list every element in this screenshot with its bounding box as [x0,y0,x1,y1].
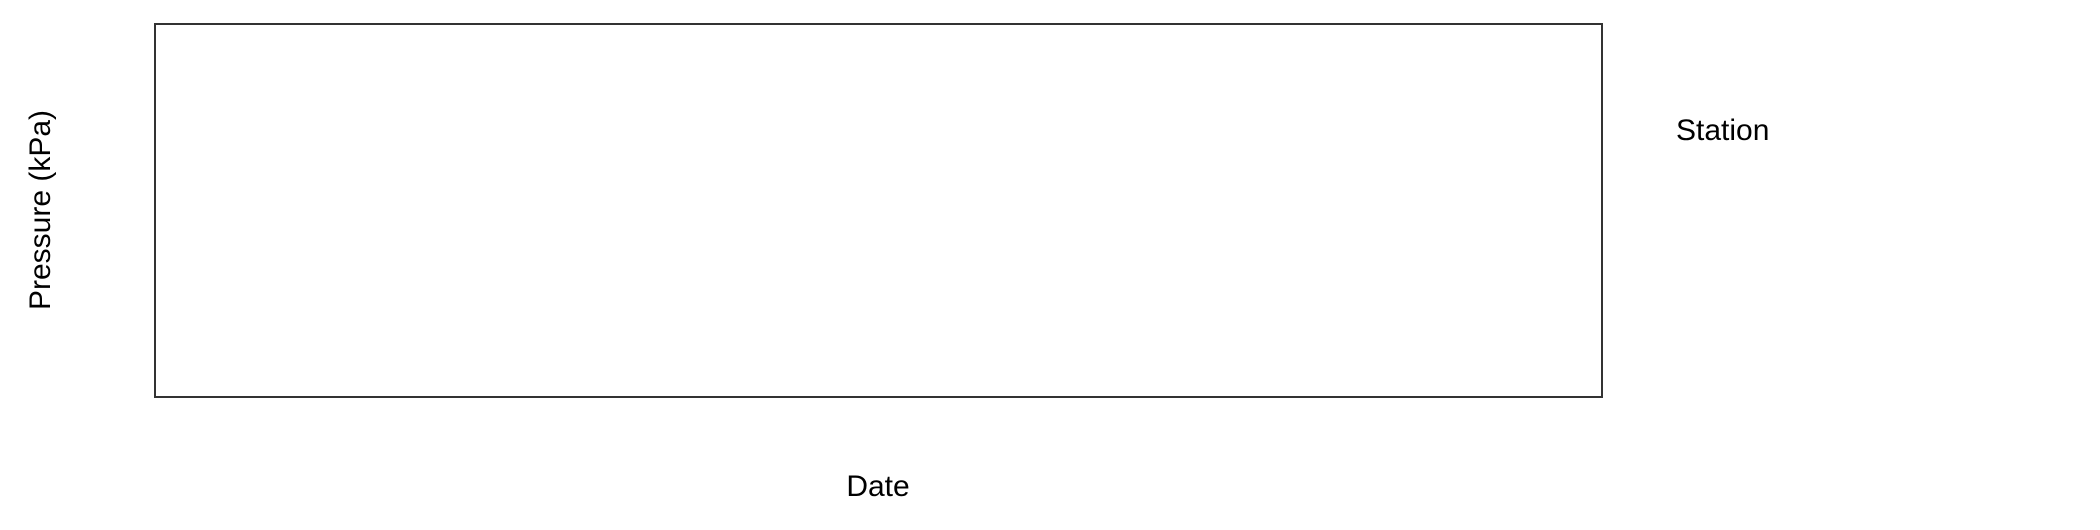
panel-border [154,23,1603,398]
legend-title: Station [1676,114,1769,147]
y-axis-title: Pressure (kPa) [24,110,57,310]
x-axis-title: Date [846,470,909,503]
